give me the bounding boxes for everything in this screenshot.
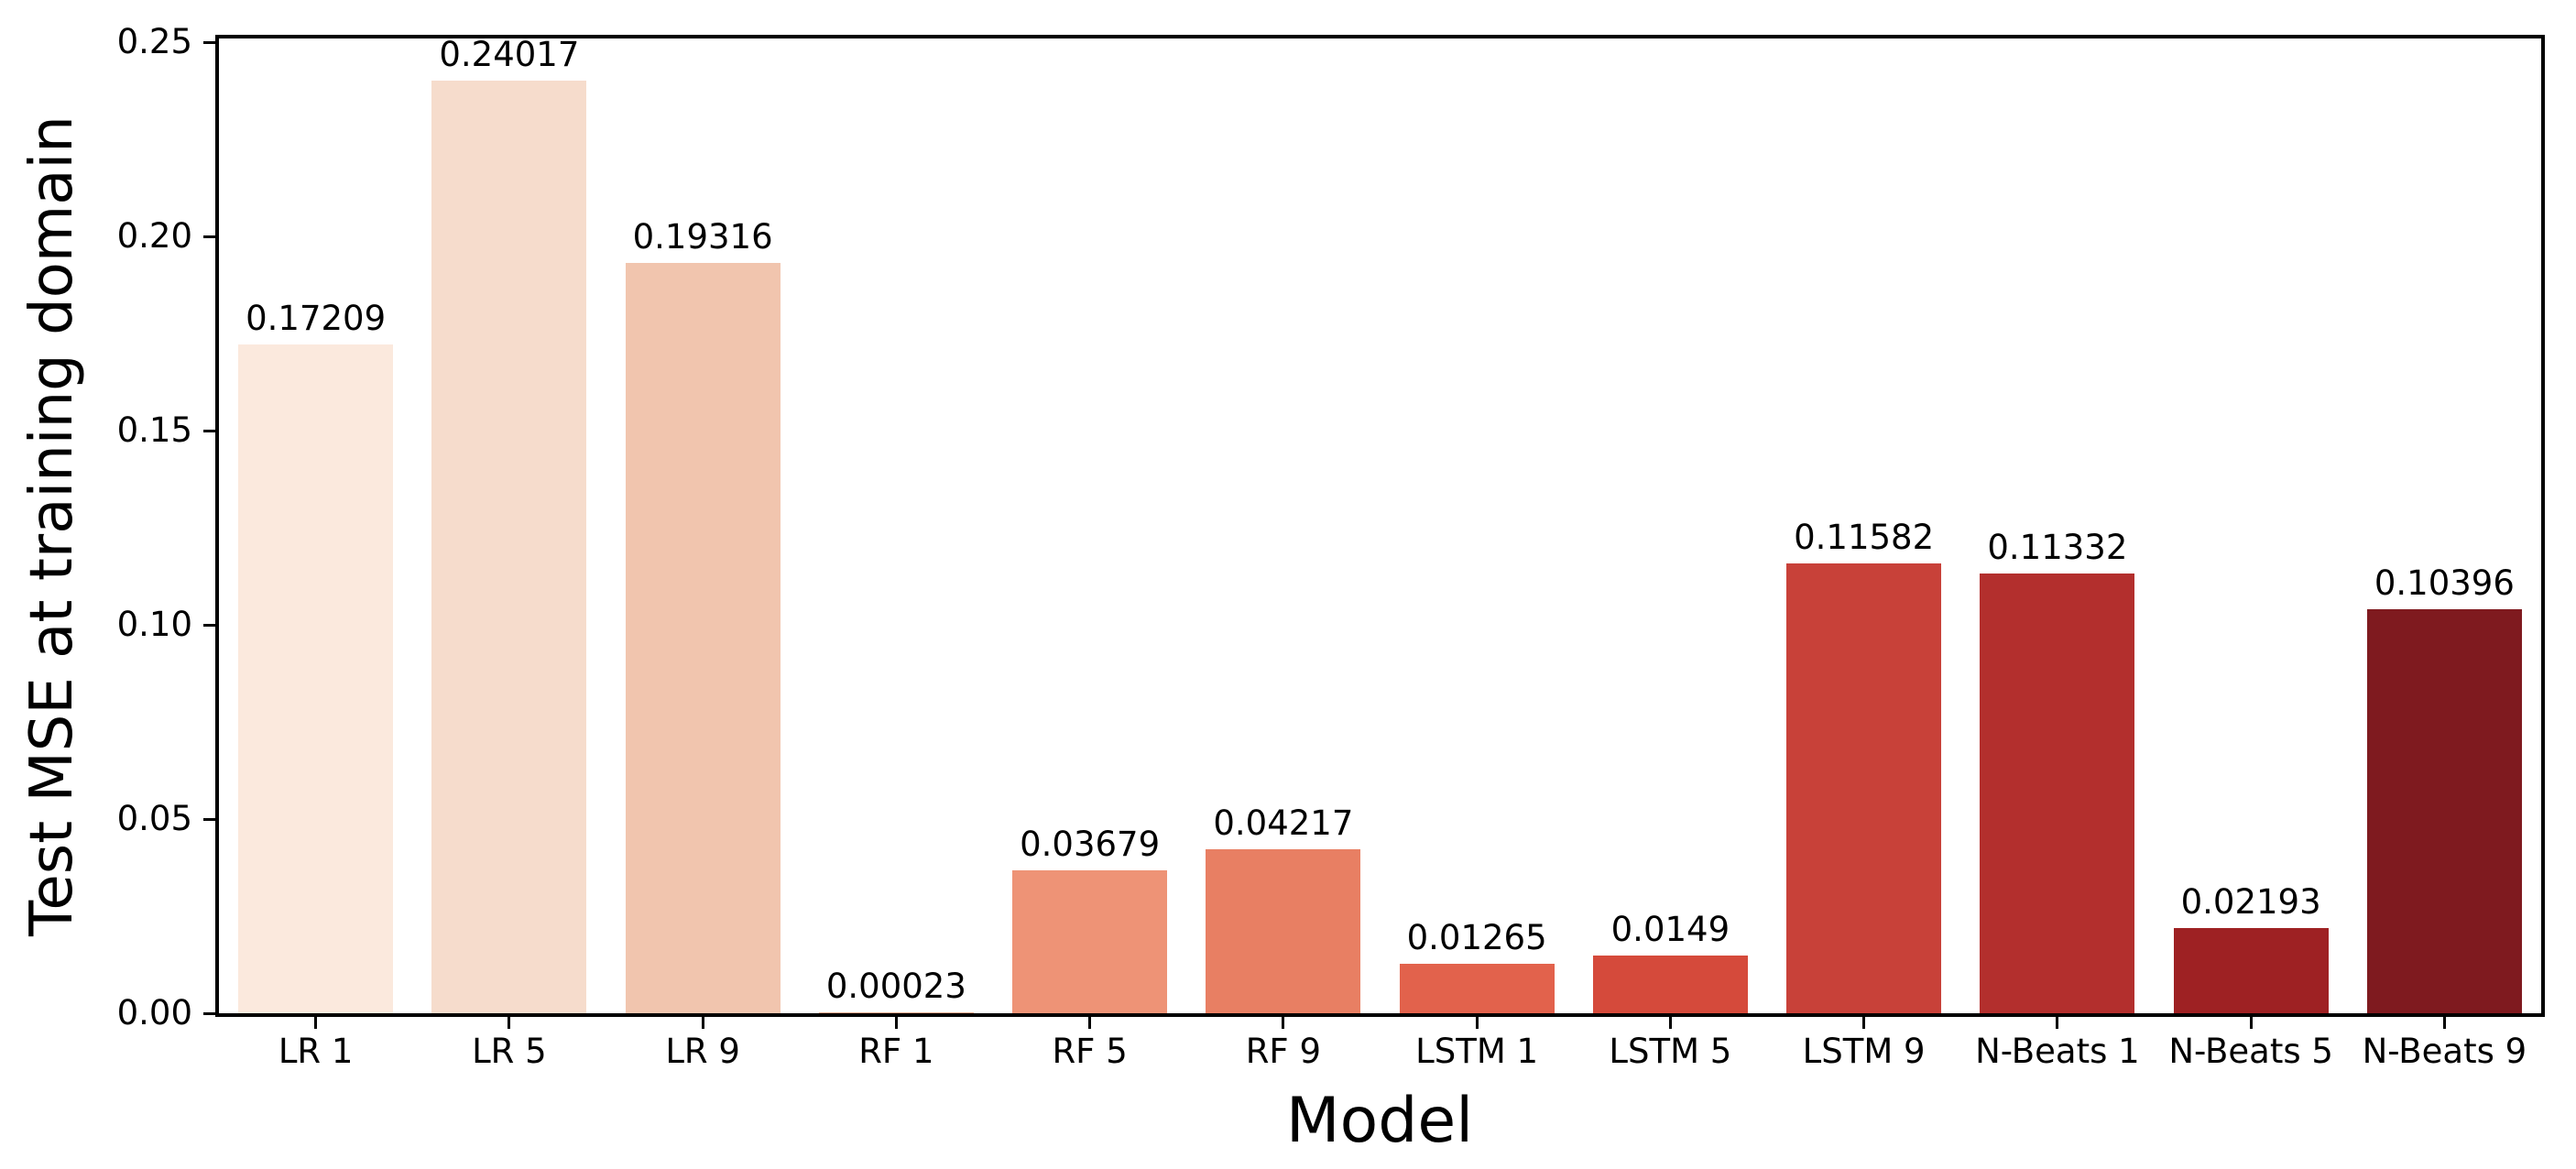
x-tick bbox=[1475, 1017, 1479, 1029]
bar bbox=[431, 81, 587, 1013]
bar bbox=[1012, 870, 1168, 1013]
x-tick-label: N-Beats 9 bbox=[2362, 1032, 2527, 1071]
x-tick bbox=[2249, 1017, 2253, 1029]
x-tick-label: LSTM 5 bbox=[1609, 1032, 1732, 1071]
x-tick bbox=[894, 1017, 898, 1029]
y-tick-label: 0.10 bbox=[116, 605, 192, 644]
x-tick bbox=[508, 1017, 511, 1029]
bar-value-label: 0.10396 bbox=[2374, 563, 2515, 603]
bar-value-label: 0.24017 bbox=[439, 35, 580, 74]
x-tick-label: LSTM 9 bbox=[1802, 1032, 1926, 1071]
bar bbox=[1592, 956, 1748, 1013]
x-tick-label: LR 1 bbox=[278, 1032, 354, 1071]
x-tick bbox=[314, 1017, 318, 1029]
bar-value-label: 0.11582 bbox=[1794, 518, 1935, 557]
x-tick bbox=[1088, 1017, 1092, 1029]
x-tick bbox=[2056, 1017, 2059, 1029]
y-tick bbox=[203, 1011, 215, 1015]
y-tick bbox=[203, 623, 215, 627]
bar bbox=[1206, 849, 1361, 1013]
bar-value-label: 0.02193 bbox=[2180, 882, 2321, 922]
bar-value-label: 0.0149 bbox=[1610, 910, 1730, 949]
x-tick-label: LSTM 1 bbox=[1415, 1032, 1539, 1071]
bar-value-label: 0.03679 bbox=[1020, 825, 1161, 864]
y-tick bbox=[203, 235, 215, 238]
x-tick-label: LR 9 bbox=[665, 1032, 740, 1071]
x-tick-label: N-Beats 1 bbox=[1975, 1032, 2140, 1071]
y-tick bbox=[203, 817, 215, 821]
x-tick bbox=[1668, 1017, 1672, 1029]
x-tick-label: RF 9 bbox=[1245, 1032, 1322, 1071]
bar bbox=[1786, 563, 1942, 1013]
x-tick bbox=[2442, 1017, 2446, 1029]
bar-value-label: 0.04217 bbox=[1213, 803, 1354, 843]
x-tick-label: N-Beats 5 bbox=[2168, 1032, 2333, 1071]
bar-value-label: 0.17209 bbox=[246, 299, 387, 338]
y-tick bbox=[203, 40, 215, 44]
x-tick-label: RF 1 bbox=[858, 1032, 934, 1071]
bar-value-label: 0.11332 bbox=[1987, 528, 2128, 567]
x-tick bbox=[701, 1017, 704, 1029]
bar bbox=[818, 1012, 974, 1013]
plot-area bbox=[215, 35, 2545, 1017]
bar-value-label: 0.00023 bbox=[825, 967, 966, 1006]
y-tick-label: 0.15 bbox=[116, 410, 192, 450]
x-tick bbox=[1282, 1017, 1285, 1029]
bar bbox=[238, 344, 394, 1013]
bar bbox=[1399, 964, 1555, 1013]
y-tick-label: 0.25 bbox=[116, 22, 192, 61]
bar bbox=[625, 263, 780, 1013]
x-tick-label: LR 5 bbox=[472, 1032, 547, 1071]
bar bbox=[2173, 928, 2329, 1013]
bar-value-label: 0.01265 bbox=[1406, 918, 1547, 957]
bar bbox=[2366, 609, 2522, 1013]
y-tick bbox=[203, 429, 215, 432]
x-axis-label: Model bbox=[1285, 1085, 1474, 1157]
bar-value-label: 0.19316 bbox=[632, 217, 773, 257]
y-tick-label: 0.00 bbox=[116, 993, 192, 1032]
bar bbox=[1980, 574, 2135, 1013]
y-tick-label: 0.20 bbox=[116, 216, 192, 256]
y-tick-label: 0.05 bbox=[116, 799, 192, 838]
x-tick bbox=[1862, 1017, 1866, 1029]
x-tick-label: RF 5 bbox=[1052, 1032, 1128, 1071]
